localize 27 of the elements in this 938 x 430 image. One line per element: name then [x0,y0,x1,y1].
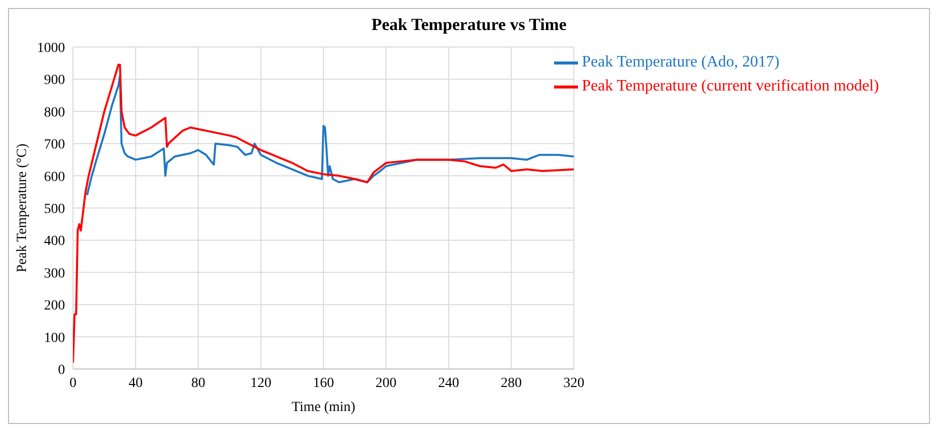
legend-label: Peak Temperature (Ado, 2017) [582,54,780,71]
y-tick-label: 900 [44,73,65,88]
x-tick-label: 200 [376,376,397,391]
line-series [86,74,574,196]
x-tick-label: 240 [438,376,460,391]
y-tick-label: 500 [44,202,65,217]
x-tick-label: 160 [312,376,334,391]
y-tick-label: 0 [58,362,65,378]
y-tick-label: 300 [44,266,65,282]
y-tick-label: 400 [44,234,65,250]
y-tick-label: 200 [44,298,65,314]
y-tick-label: 100 [44,330,65,346]
chart-title: Peak Temperature vs Time [370,14,568,36]
x-tick-label: 40 [128,376,143,391]
x-axis-title: Time (min) [292,400,356,415]
line-series [73,64,574,364]
x-tick-label: 80 [191,376,206,391]
y-tick-label: 600 [44,170,65,185]
legend-label: Peak Temperature (current verification model) [582,78,879,95]
x-tick-label: 320 [563,376,584,391]
y-tick-label: 700 [44,138,65,153]
x-tick-label: 280 [500,376,522,391]
x-tick-label: 0 [70,376,76,391]
y-tick-label: 800 [44,105,65,120]
x-tick-label: 120 [250,376,272,391]
y-axis-title: Peak Temperature (°C) [14,143,30,272]
y-tick-label: 1000 [37,40,65,56]
